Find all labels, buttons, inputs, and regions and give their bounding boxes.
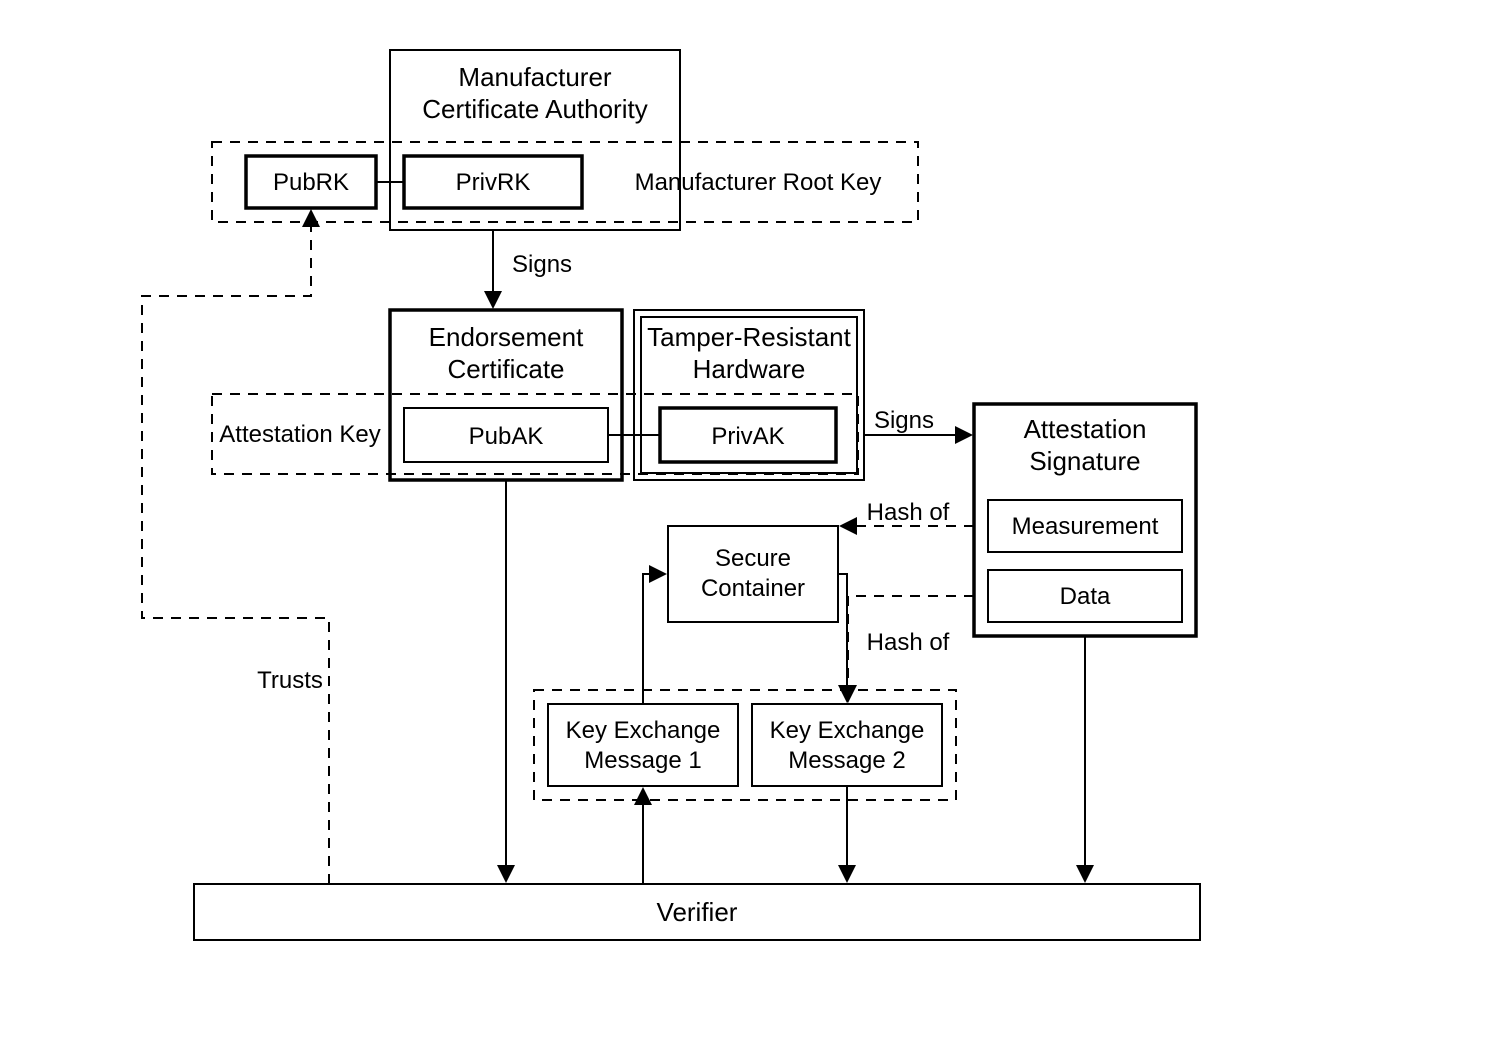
secure-to-kex2 xyxy=(838,574,847,700)
mca-title-2: Certificate Authority xyxy=(422,94,647,124)
hashof2-label: Hash of xyxy=(867,629,950,656)
pubrk-label: PubRK xyxy=(273,169,349,196)
secure-title-1: Secure xyxy=(715,545,791,572)
signs1-label: Signs xyxy=(512,251,572,278)
privrk-label: PrivRK xyxy=(456,169,531,196)
endorse-title-2: Certificate xyxy=(447,354,564,384)
privak-label: PrivAK xyxy=(711,423,784,450)
measurement-label: Measurement xyxy=(1012,513,1159,540)
trusts-edge xyxy=(142,212,329,884)
attsig-title-1: Attestation xyxy=(1024,414,1147,444)
hashof1-label: Hash of xyxy=(867,499,950,526)
secure-title-2: Container xyxy=(701,575,805,602)
data-label: Data xyxy=(1060,583,1111,610)
mca-title-1: Manufacturer xyxy=(458,62,612,92)
attsig-title-2: Signature xyxy=(1029,446,1140,476)
endorse-title-1: Endorsement xyxy=(429,322,584,352)
rootkey-label: Manufacturer Root Key xyxy=(635,169,882,196)
signs2-label: Signs xyxy=(874,407,934,434)
trusts-label: Trusts xyxy=(257,667,323,694)
attkey-label: Attestation Key xyxy=(219,421,380,448)
pubak-label: PubAK xyxy=(469,423,544,450)
kex1-title-1: Key Exchange xyxy=(566,717,721,744)
kex1-to-secure xyxy=(643,574,664,704)
tamper-title-2: Hardware xyxy=(693,354,806,384)
kex2-title-1: Key Exchange xyxy=(770,717,925,744)
secure-box xyxy=(668,526,838,622)
verifier-label: Verifier xyxy=(657,897,738,927)
tamper-title-1: Tamper-Resistant xyxy=(647,322,852,352)
kex2-title-2: Message 2 xyxy=(788,747,905,774)
kex1-title-2: Message 1 xyxy=(584,747,701,774)
